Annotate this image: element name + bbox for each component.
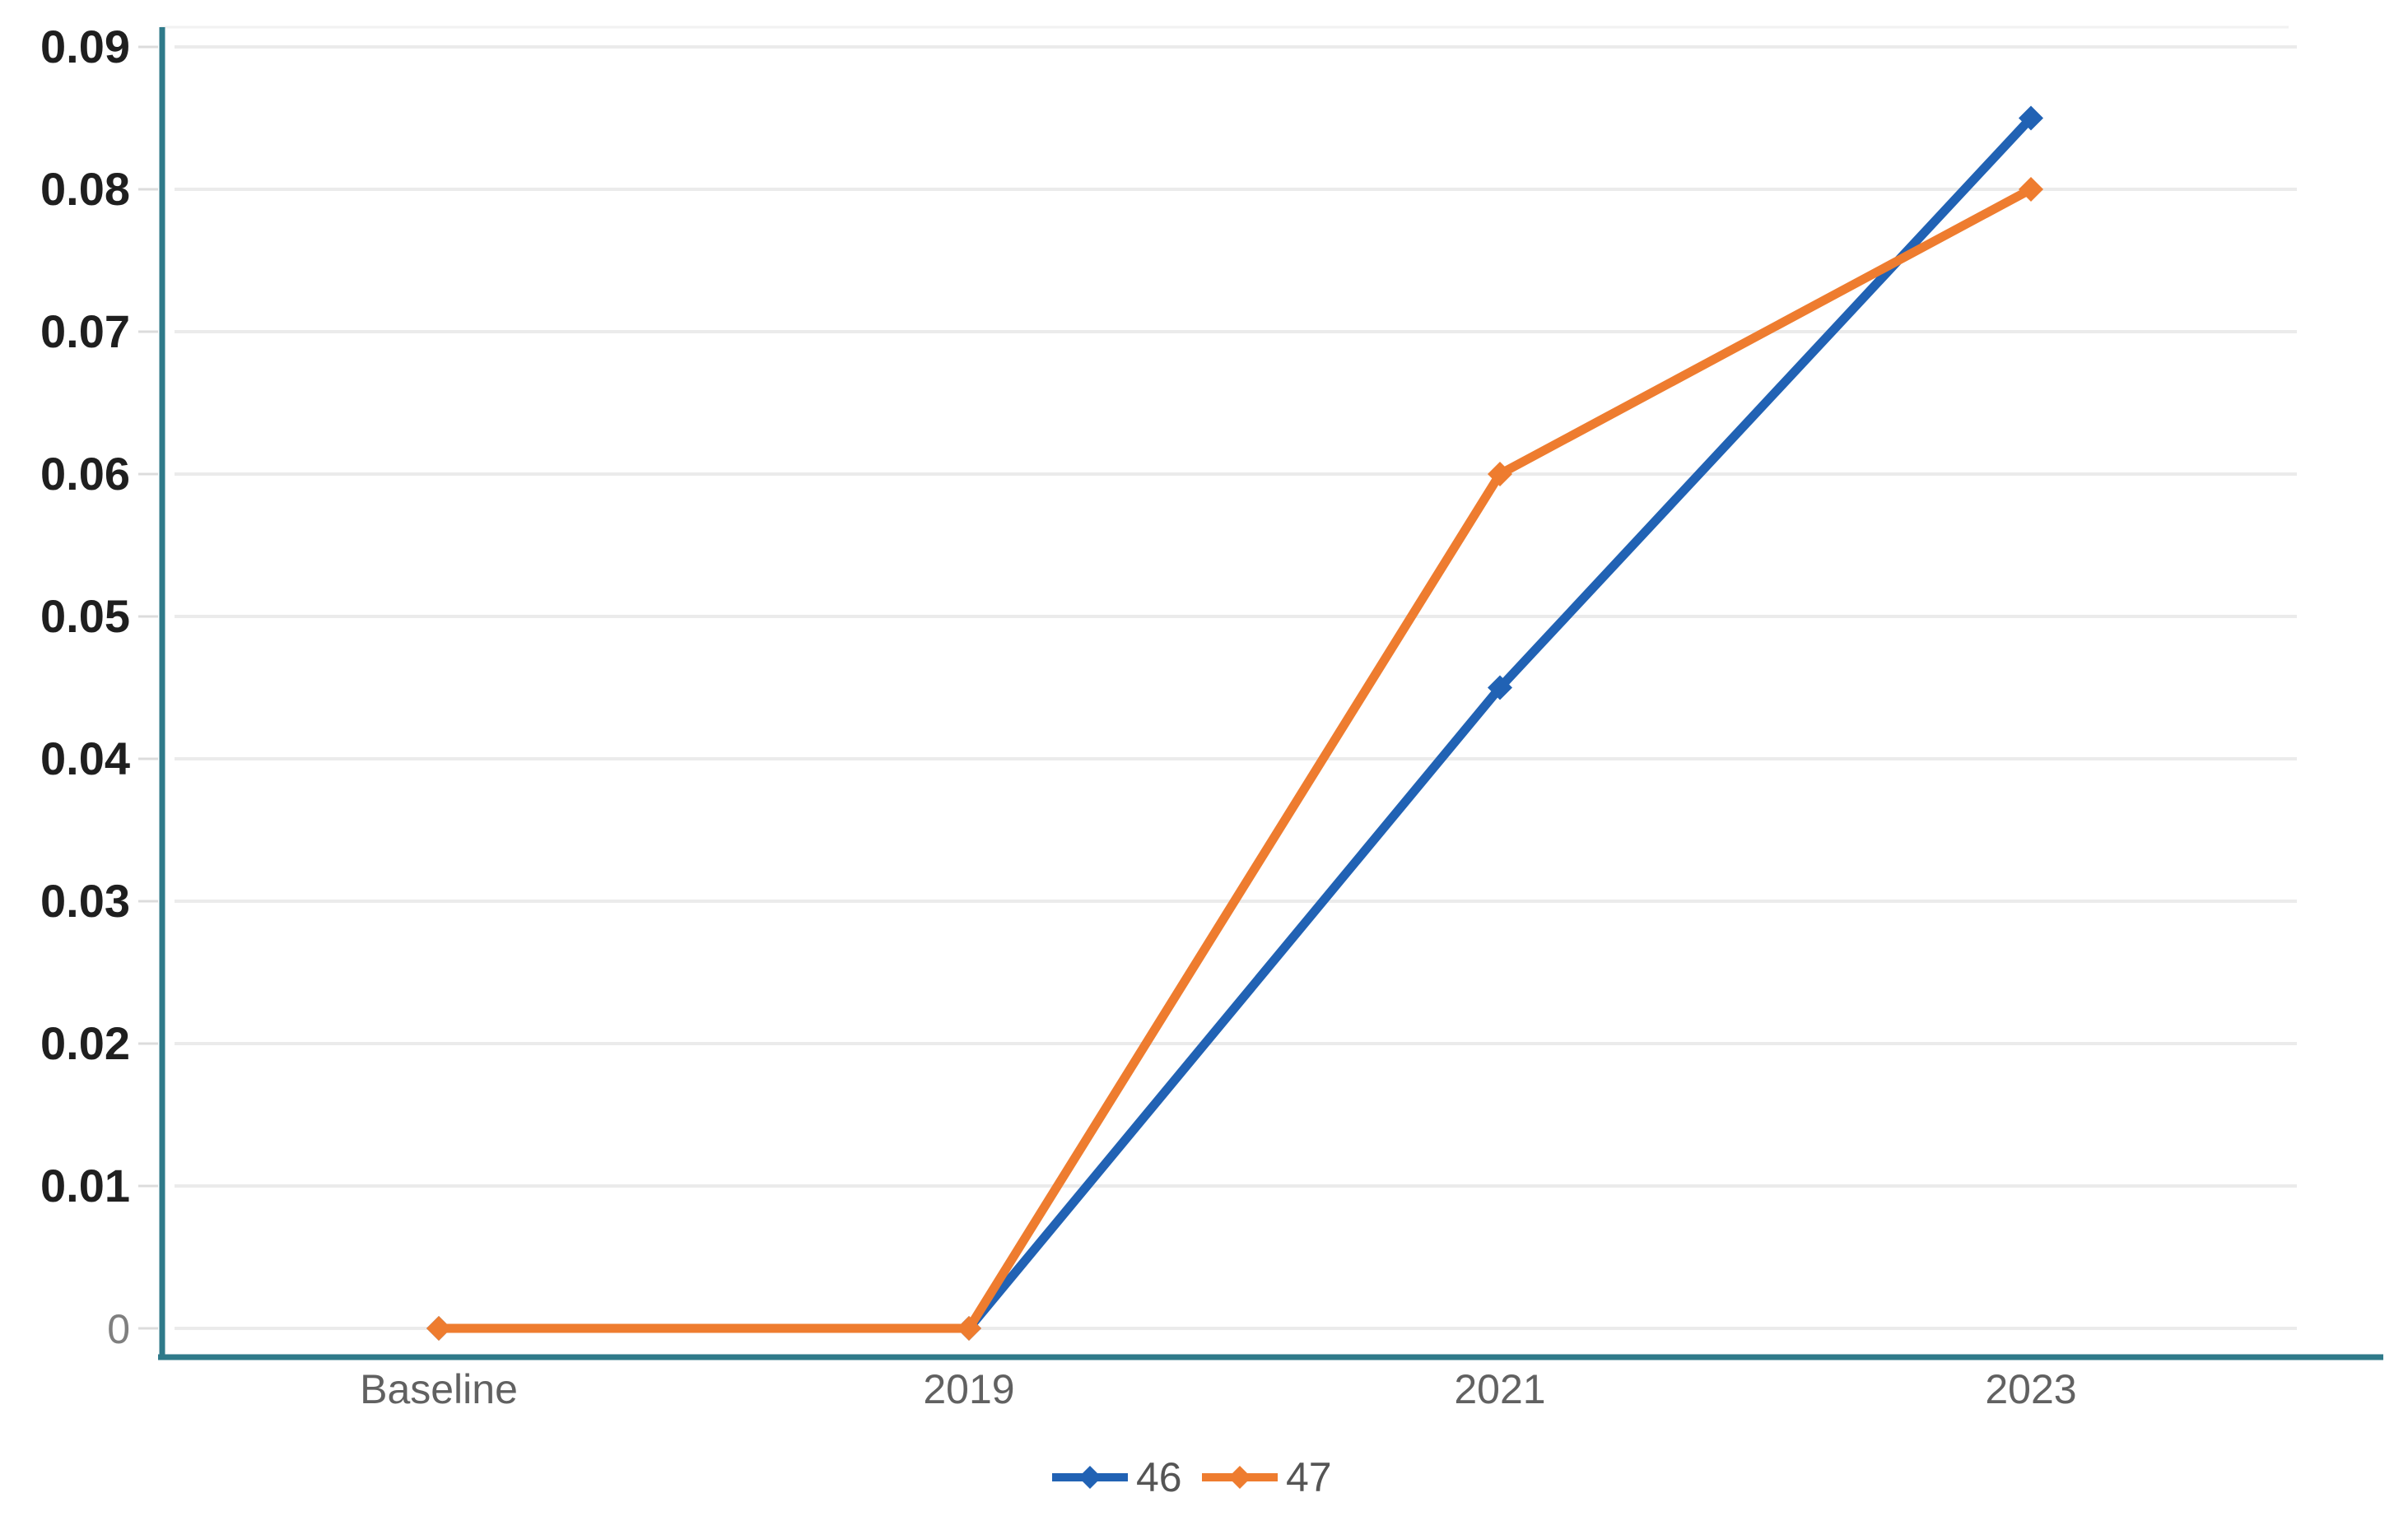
x-tick-label-2019: 2019 bbox=[923, 1366, 1014, 1412]
y-tick-label: 0.03 bbox=[40, 875, 130, 927]
series-46-line bbox=[434, 114, 2036, 1333]
x-tick-label-2023: 2023 bbox=[1985, 1366, 2076, 1412]
legend-label-47: 47 bbox=[1286, 1454, 1332, 1500]
y-tick-label: 0.04 bbox=[40, 732, 130, 784]
x-tick-label-baseline: Baseline bbox=[360, 1366, 518, 1412]
y-tick-label: 0.01 bbox=[40, 1160, 130, 1211]
series-47-marker-2021 bbox=[1488, 462, 1512, 486]
y-tick-label: 0.08 bbox=[40, 163, 130, 215]
y-tick-label: 0 bbox=[107, 1306, 130, 1352]
series-46-marker-2021 bbox=[1488, 675, 1512, 700]
legend-marker-47 bbox=[1228, 1466, 1251, 1489]
series-47-marker-2019 bbox=[957, 1316, 981, 1341]
legend-marker-46 bbox=[1078, 1466, 1102, 1489]
y-tick-label: 0.06 bbox=[40, 448, 130, 500]
y-tick-label: 0.02 bbox=[40, 1017, 130, 1069]
series-47-marker-baseline bbox=[426, 1316, 451, 1341]
series-47-line bbox=[434, 184, 2036, 1333]
series-47-marker-2023 bbox=[2019, 177, 2043, 202]
y-tick-label: 0.07 bbox=[40, 305, 130, 357]
y-tick-label: 0.09 bbox=[40, 21, 130, 72]
y-tick-label: 0.05 bbox=[40, 590, 130, 642]
legend-label-46: 46 bbox=[1136, 1454, 1182, 1500]
series-46-marker-2023 bbox=[2019, 105, 2043, 131]
x-tick-label-2021: 2021 bbox=[1454, 1366, 1545, 1412]
